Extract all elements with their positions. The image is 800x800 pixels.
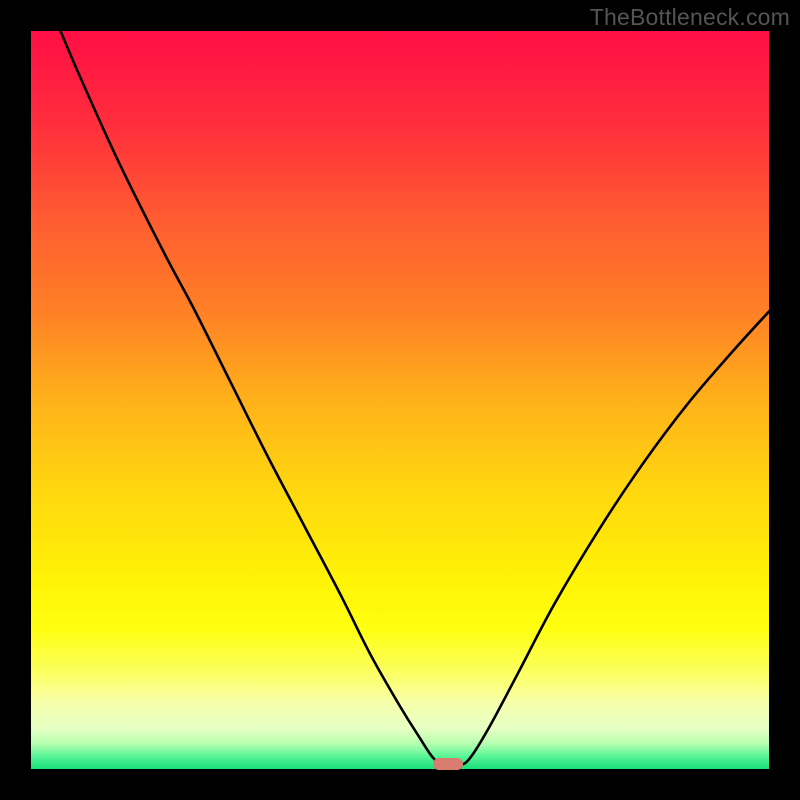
plot-background [31,31,769,769]
bottleneck-chart: TheBottleneck.com [0,0,800,800]
chart-canvas [0,0,800,800]
watermark-text: TheBottleneck.com [590,4,790,31]
optimal-point-marker [433,758,463,770]
